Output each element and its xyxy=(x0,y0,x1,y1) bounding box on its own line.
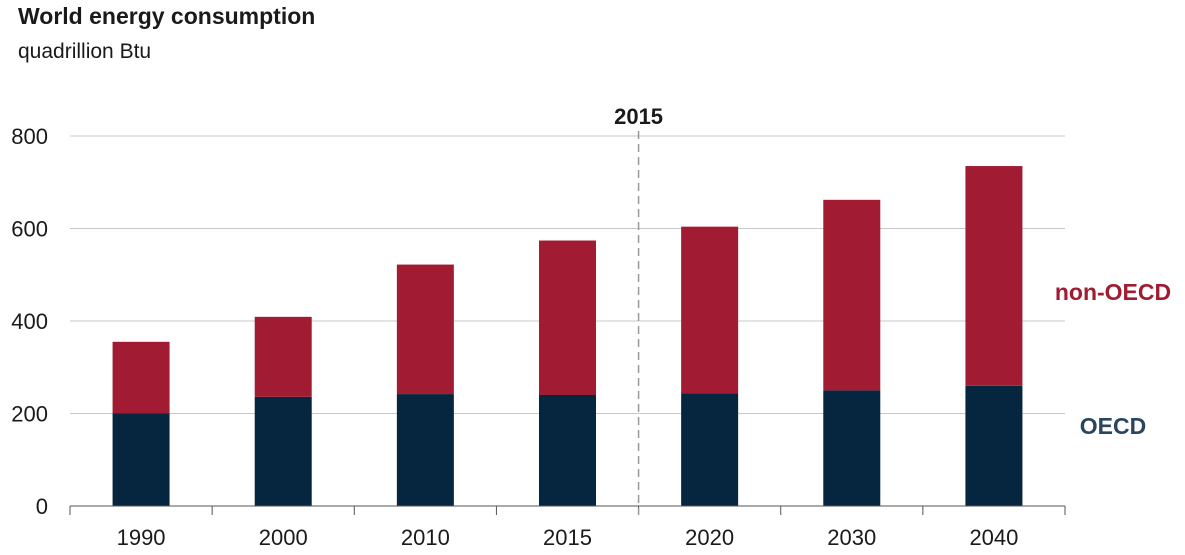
bar-oecd-2020 xyxy=(681,393,739,506)
series-labels: OECD non-OECD xyxy=(1055,279,1171,439)
y-tick-label: 600 xyxy=(11,217,48,242)
bar-non-oecd-2010 xyxy=(396,264,454,395)
bar-non-oecd-2000 xyxy=(254,316,312,397)
bar-oecd-2010 xyxy=(396,394,454,506)
bar-oecd-2015 xyxy=(539,395,596,506)
y-tick-label: 400 xyxy=(11,309,48,334)
x-tick-label: 2015 xyxy=(543,525,592,550)
bar-non-oecd-2015 xyxy=(539,240,596,395)
y-tick-label: 0 xyxy=(36,494,48,519)
bar-non-oecd-1990 xyxy=(112,341,170,414)
series-label-non-oecd: non-OECD xyxy=(1055,279,1171,305)
bar-oecd-2040 xyxy=(965,385,1023,506)
bar-non-oecd-2020 xyxy=(681,226,739,394)
chart-subtitle: quadrillion Btu xyxy=(18,40,152,63)
y-axis-ticks: 0 200 400 600 800 xyxy=(11,124,48,519)
x-tick-label: 2020 xyxy=(685,525,734,550)
bar-oecd-1990 xyxy=(112,413,170,506)
x-tick-label: 1990 xyxy=(117,525,166,550)
x-tick-label: 2010 xyxy=(401,525,450,550)
y-tick-label: 800 xyxy=(11,124,48,149)
y-tick-label: 200 xyxy=(11,402,48,427)
chart-title: World energy consumption xyxy=(18,3,316,29)
projection-marker: 2015 xyxy=(614,104,663,515)
marker-label: 2015 xyxy=(614,104,663,129)
bar-non-oecd-2030 xyxy=(823,199,881,391)
bar-oecd-2000 xyxy=(254,396,312,506)
x-tick-label: 2040 xyxy=(969,525,1018,550)
bar-oecd-2030 xyxy=(823,390,881,506)
bar-non-oecd-2040 xyxy=(965,166,1023,386)
bars xyxy=(112,166,1023,506)
x-axis: 1990 2000 2010 2015 2020 2030 2040 xyxy=(69,505,1066,550)
x-tick-label: 2000 xyxy=(259,525,308,550)
x-tick-label: 2030 xyxy=(827,525,876,550)
series-label-oecd: OECD xyxy=(1080,413,1146,439)
